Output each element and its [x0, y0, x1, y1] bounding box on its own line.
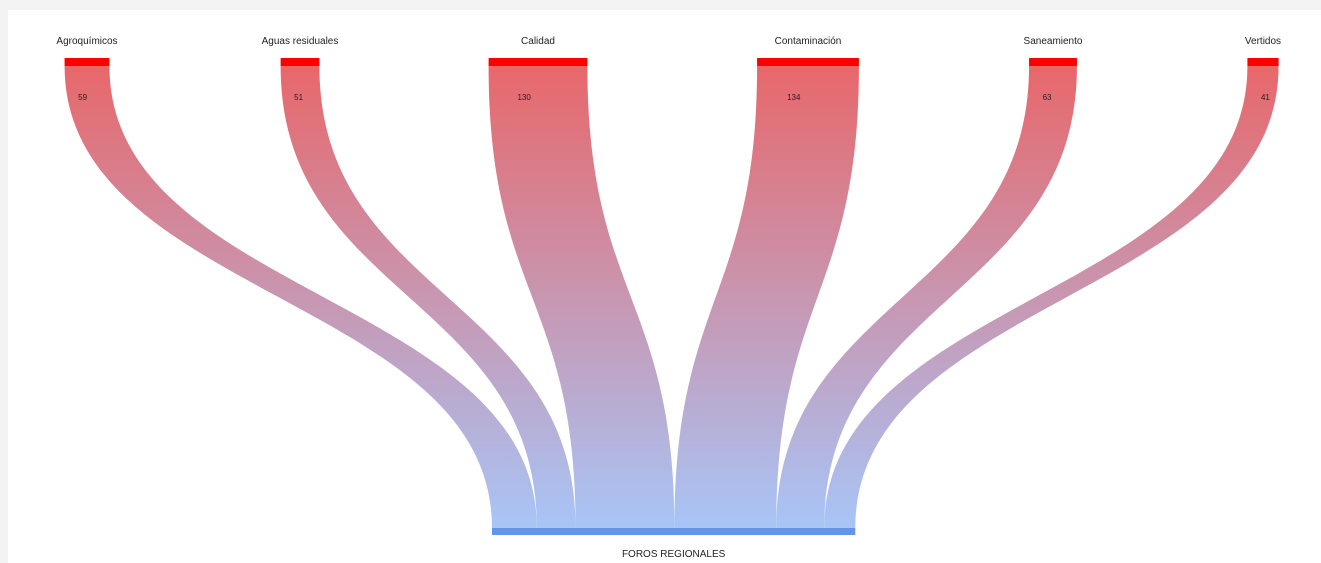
source-node-1[interactable]	[64, 58, 110, 66]
link-layer	[64, 66, 1279, 528]
node-layer	[64, 58, 1279, 535]
target-node[interactable]	[492, 528, 856, 535]
value-label-2: 51	[294, 93, 303, 102]
flow-link-5[interactable]	[776, 66, 1077, 528]
source-label-5: Saneamiento	[1024, 36, 1083, 47]
flow-link-6[interactable]	[824, 66, 1279, 528]
value-label-1: 59	[78, 93, 87, 102]
target-label: FOROS REGIONALES	[622, 549, 726, 560]
source-label-2: Aguas residuales	[262, 36, 339, 47]
source-label-4: Contaminación	[775, 36, 842, 47]
flow-link-3[interactable]	[488, 66, 675, 528]
value-label-4: 134	[787, 93, 801, 102]
value-label-5: 63	[1043, 93, 1052, 102]
source-node-5[interactable]	[1029, 58, 1077, 66]
flow-link-2[interactable]	[280, 66, 576, 528]
flow-link-1[interactable]	[64, 66, 537, 528]
value-label-3: 130	[517, 93, 531, 102]
label-layer: Agroquímicos 59 Aguas residuales 51 Calidad 1…	[56, 36, 1281, 560]
source-label-1: Agroquímicos	[56, 36, 117, 47]
source-node-2[interactable]	[280, 58, 320, 66]
sankey-chart: Agroquímicos 59 Aguas residuales 51 Calidad 1…	[56, 36, 1281, 560]
flow-link-4[interactable]	[674, 66, 859, 528]
source-label-6: Vertidos	[1245, 36, 1281, 47]
chart-panel: Agroquímicos 59 Aguas residuales 51 Calidad 1…	[8, 10, 1321, 563]
source-node-3[interactable]	[488, 58, 588, 66]
source-node-4[interactable]	[757, 58, 859, 66]
source-node-6[interactable]	[1247, 58, 1279, 66]
value-label-6: 41	[1261, 93, 1270, 102]
source-label-3: Calidad	[521, 36, 555, 47]
